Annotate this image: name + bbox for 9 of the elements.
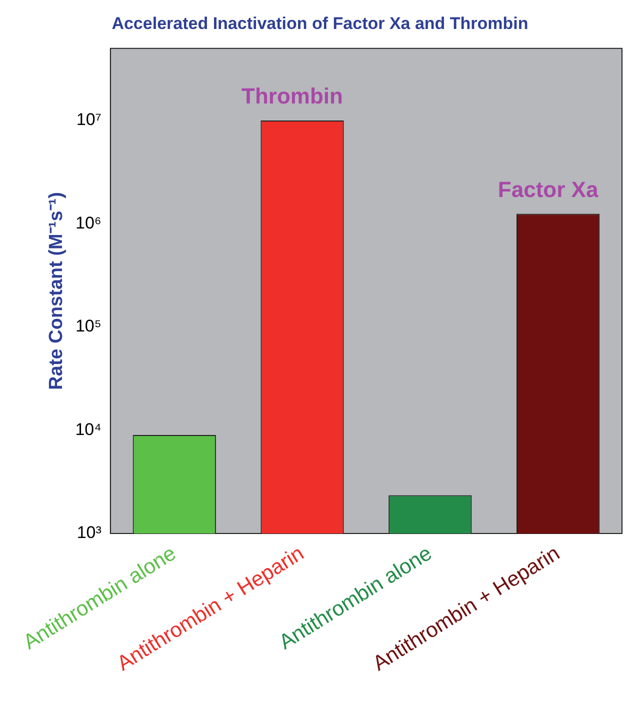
y-tick-label: 10⁷: [76, 110, 102, 130]
annotation: Factor Xa: [498, 176, 599, 202]
y-tick-label: 10⁴: [75, 420, 102, 439]
y-axis-title: Rate Constant (M⁻¹s⁻¹): [46, 192, 68, 390]
annotation: Thrombin: [242, 84, 343, 109]
chart-title: Accelerated Inactivation of Factor Xa and Thrombin: [112, 14, 528, 33]
y-tick-label: 10³: [76, 523, 102, 542]
y-tick-label: 10⁶: [76, 213, 102, 232]
y-tick-label: 10⁵: [75, 316, 102, 336]
